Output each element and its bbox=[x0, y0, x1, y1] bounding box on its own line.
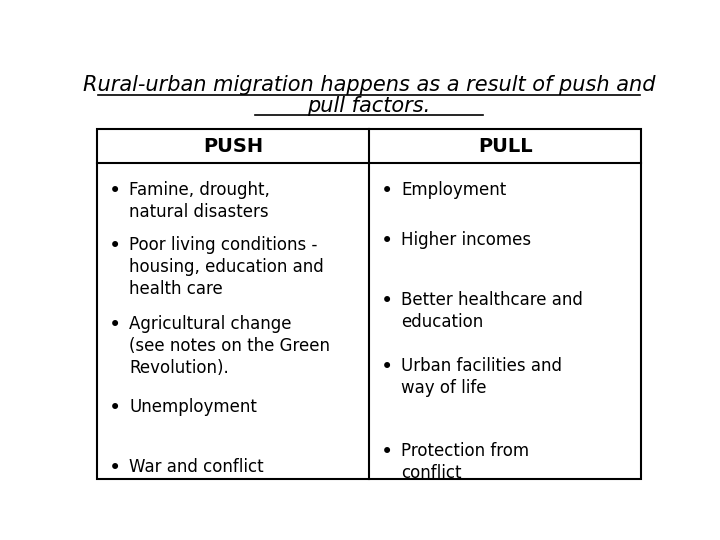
Text: •: • bbox=[382, 442, 394, 462]
Text: •: • bbox=[109, 458, 121, 478]
Text: Poor living conditions -
housing, education and
health care: Poor living conditions - housing, educat… bbox=[129, 236, 324, 298]
Text: •: • bbox=[382, 181, 394, 201]
Text: •: • bbox=[382, 357, 394, 377]
Text: Urban facilities and
way of life: Urban facilities and way of life bbox=[401, 357, 562, 397]
Text: •: • bbox=[382, 291, 394, 311]
Text: •: • bbox=[109, 181, 121, 201]
Text: Protection from
conflict: Protection from conflict bbox=[401, 442, 529, 482]
Text: •: • bbox=[109, 315, 121, 335]
Text: PUSH: PUSH bbox=[203, 137, 263, 156]
Text: pull factors.: pull factors. bbox=[307, 96, 431, 116]
Text: Agricultural change
(see notes on the Green
Revolution).: Agricultural change (see notes on the Gr… bbox=[129, 315, 330, 377]
Text: •: • bbox=[109, 236, 121, 256]
Text: Better healthcare and
education: Better healthcare and education bbox=[401, 291, 583, 331]
Text: Unemployment: Unemployment bbox=[129, 398, 257, 416]
Text: War and conflict: War and conflict bbox=[129, 458, 264, 476]
Text: Famine, drought,
natural disasters: Famine, drought, natural disasters bbox=[129, 181, 270, 221]
Text: Employment: Employment bbox=[401, 181, 507, 199]
Text: PULL: PULL bbox=[478, 137, 533, 156]
Text: •: • bbox=[109, 398, 121, 418]
Text: Higher incomes: Higher incomes bbox=[401, 231, 531, 249]
Text: Rural-urban migration happens as a result of push and: Rural-urban migration happens as a resul… bbox=[83, 75, 655, 95]
Text: •: • bbox=[382, 231, 394, 251]
